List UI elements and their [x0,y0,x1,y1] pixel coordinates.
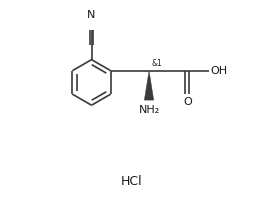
Text: O: O [183,97,192,107]
Text: NH₂: NH₂ [138,105,160,115]
Text: N: N [87,10,96,20]
Polygon shape [144,71,154,100]
Text: &1: &1 [151,59,162,68]
Text: HCl: HCl [121,174,143,188]
Text: OH: OH [210,66,228,76]
